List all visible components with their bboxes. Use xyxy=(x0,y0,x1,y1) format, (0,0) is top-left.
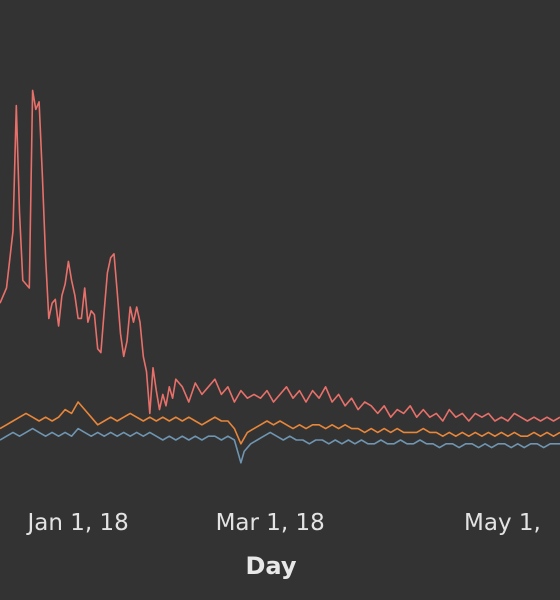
x-tick-label: Mar 1, 18 xyxy=(216,510,325,536)
series-line-3 xyxy=(0,427,560,464)
x-tick-label: Jan 1, 18 xyxy=(25,510,128,536)
x-axis-ticks: Jan 1, 18 Mar 1, 18 May 1, xyxy=(25,510,540,536)
x-axis-title: Day xyxy=(245,552,296,580)
x-tick-label: May 1, xyxy=(464,510,541,536)
series-layer xyxy=(0,89,560,464)
series-line-2 xyxy=(0,401,560,445)
series-line-1 xyxy=(0,89,560,422)
